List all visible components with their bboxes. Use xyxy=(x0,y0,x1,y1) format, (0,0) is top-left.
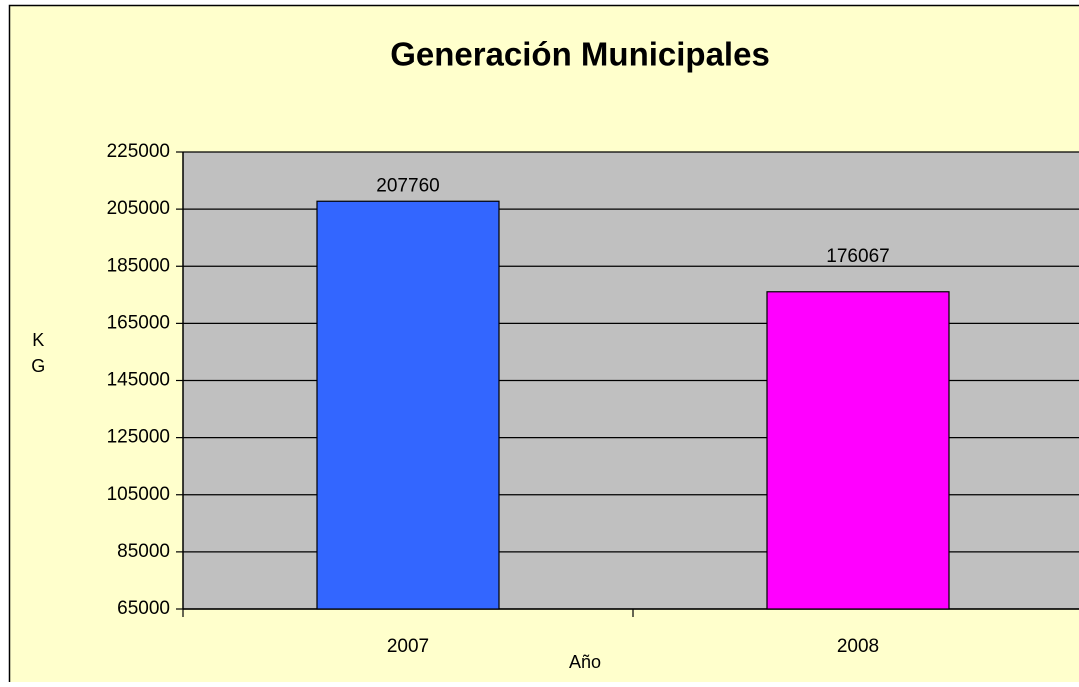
y-tick-label: 225000 xyxy=(107,141,170,162)
chart-title: Generación Municipales xyxy=(390,36,770,73)
y-tick-label: 185000 xyxy=(107,255,170,276)
y-tick-label: 65000 xyxy=(117,598,170,619)
y-tick-label: 105000 xyxy=(107,484,170,505)
bar xyxy=(767,292,949,609)
x-tick-label: 2007 xyxy=(387,636,429,657)
x-tick-label: 2008 xyxy=(837,636,879,657)
y-tick-label: 165000 xyxy=(107,312,170,333)
y-tick-label: 125000 xyxy=(107,427,170,448)
bar xyxy=(317,201,499,609)
data-label: 176067 xyxy=(826,246,889,267)
y-tick-label: 205000 xyxy=(107,198,170,219)
y-tick-label: 85000 xyxy=(117,541,170,562)
y-axis-label: KG xyxy=(28,330,48,382)
y-tick-label: 145000 xyxy=(107,370,170,391)
x-axis-label: Año xyxy=(569,652,601,672)
data-label: 207760 xyxy=(376,175,439,196)
